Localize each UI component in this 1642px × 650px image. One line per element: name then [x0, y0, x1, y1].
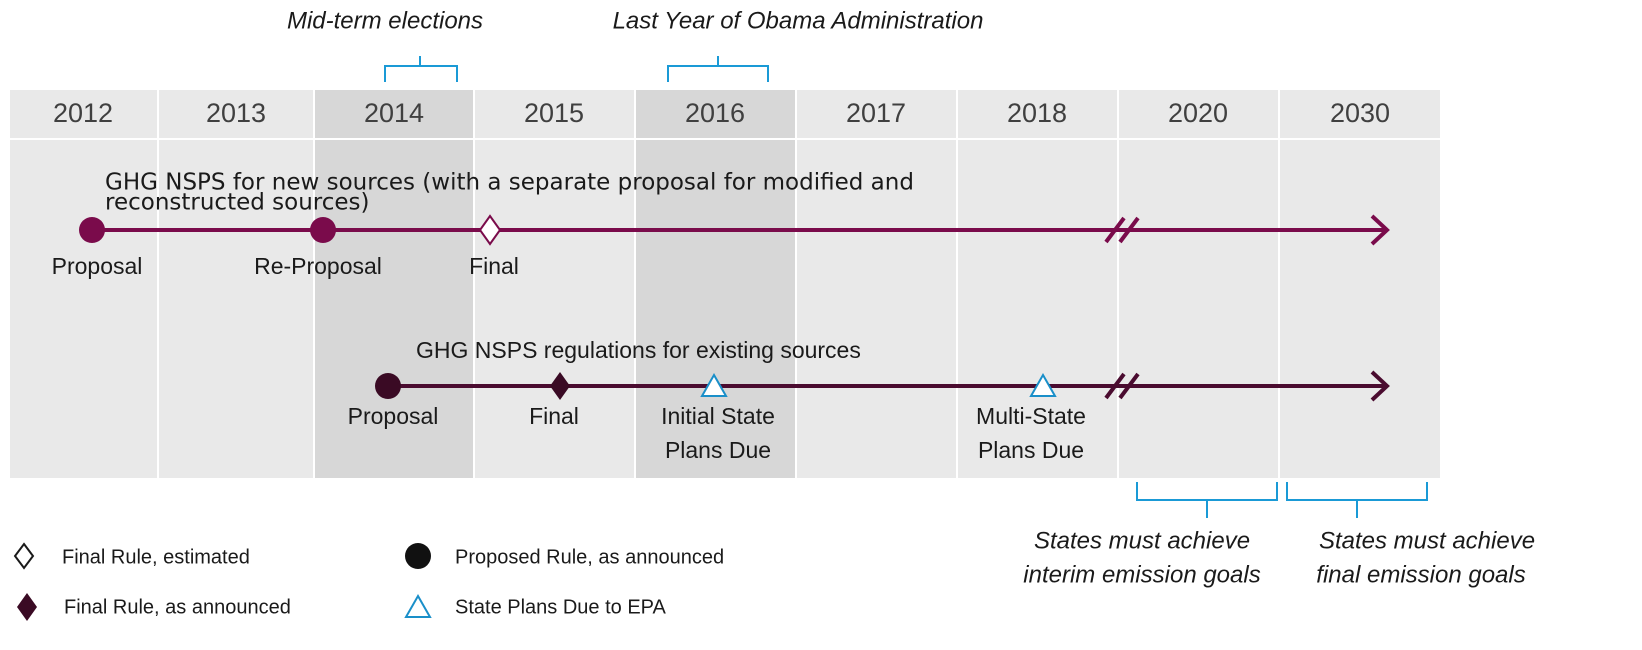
year: 2014	[364, 98, 424, 128]
year: 2018	[1007, 98, 1067, 128]
annotation: States must achieve	[1319, 527, 1535, 554]
bracket	[667, 56, 769, 82]
timeline: GHG NSPS regulations for existing source…	[348, 337, 1390, 463]
event-label: Multi-State	[976, 403, 1086, 429]
final-marker	[550, 372, 570, 400]
annotation: Last Year of Obama Administration	[613, 7, 984, 34]
annotation: Mid-term elections	[287, 7, 483, 34]
legend-label: Final Rule, estimated	[62, 546, 250, 568]
state-plan-marker	[1029, 372, 1057, 397]
legend-label: Final Rule, as announced	[64, 596, 291, 618]
year: 2012	[53, 98, 113, 128]
bracket	[1286, 482, 1428, 518]
year: 2030	[1330, 98, 1390, 128]
year: 2017	[846, 98, 906, 128]
year: 2020	[1168, 98, 1228, 128]
legend-label: State Plans Due to EPA	[455, 596, 667, 618]
annotation: final emission goals	[1316, 561, 1525, 588]
proposal-marker	[375, 373, 401, 399]
event-label: Final	[529, 403, 579, 429]
year: 2015	[524, 98, 584, 128]
event-label: Initial State	[661, 403, 775, 429]
event-label: Final	[469, 253, 519, 279]
timeline: GHG NSPS for new sources (with a separat…	[52, 170, 1390, 279]
bracket	[384, 56, 458, 82]
timeline-title: GHG NSPS for new sources (with a separat…	[105, 170, 914, 196]
grid	[10, 90, 1440, 478]
legend-label: Proposed Rule, as announced	[455, 546, 724, 568]
final-estimated-marker	[478, 214, 502, 246]
year: 2016	[685, 98, 745, 128]
event-label: Plans Due	[665, 437, 771, 463]
state-plan-marker	[700, 372, 728, 397]
bracket	[1136, 482, 1278, 518]
timeline-title: GHG NSPS regulations for existing source…	[416, 337, 861, 363]
proposal-marker	[79, 217, 105, 243]
year: 2013	[206, 98, 266, 128]
event-label: Re-Proposal	[254, 253, 382, 279]
timeline-title: reconstructed sources)	[105, 190, 370, 216]
proposal-marker	[310, 217, 336, 243]
event-label: Plans Due	[978, 437, 1084, 463]
annotation: States must achieve	[1034, 527, 1250, 554]
annotation: interim emission goals	[1023, 561, 1260, 588]
event-label: Proposal	[348, 403, 439, 429]
event-label: Proposal	[52, 253, 143, 279]
legend: Final Rule, estimated Proposed Rule, as …	[13, 542, 724, 621]
